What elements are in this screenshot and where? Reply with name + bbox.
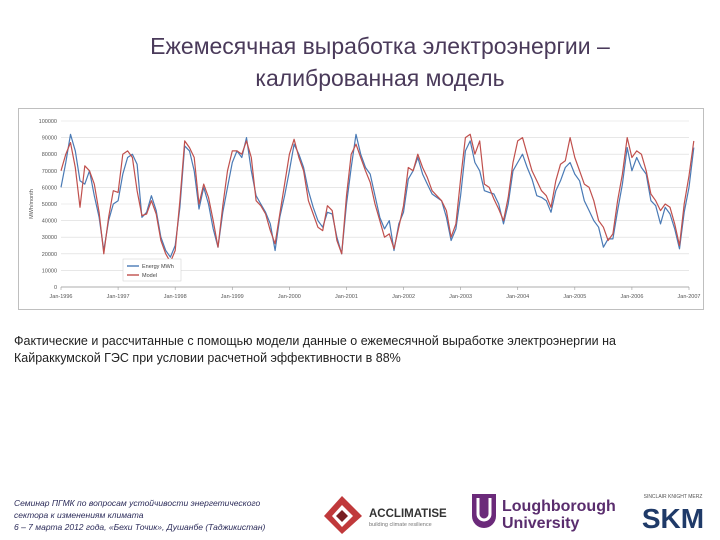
y-tick-label: 30000 — [42, 235, 57, 241]
footer-line3: 6 – 7 марта 2012 года, «Бехи Точик», Душ… — [14, 522, 266, 532]
x-tick-label: Jan-1997 — [107, 294, 130, 300]
legend-label: Model — [142, 273, 157, 279]
y-axis-label: MWh/month — [29, 189, 35, 219]
loughborough-word1: Loughborough — [502, 498, 616, 515]
slide-title: Ежемесячная выработка электроэнергии – к… — [60, 30, 700, 94]
skm-top-text: SINCLAIR KNIGHT MERZ — [644, 494, 703, 500]
x-tick-label: Jan-2003 — [449, 294, 472, 300]
slide-title-line1: Ежемесячная выработка электроэнергии – — [150, 33, 610, 59]
x-tick-label: Jan-2005 — [563, 294, 586, 300]
energy-line-chart: 0 10000 20000 30000 40000 50000 60000 70000 8000… — [29, 119, 701, 300]
y-tick-label: 90000 — [42, 136, 57, 142]
series-energy-line — [60, 133, 695, 258]
y-tick-label: 80000 — [42, 152, 57, 158]
series-model-line — [60, 133, 695, 263]
chart-panel: 0 10000 20000 30000 40000 50000 60000 70000 8000… — [18, 108, 704, 310]
x-tick-label: Jan-1998 — [164, 294, 187, 300]
footer-line1: Семинар ПГМК по вопросам устойчивости эн… — [14, 498, 261, 508]
skm-logo: SINCLAIR KNIGHT MERZ SKM — [630, 490, 716, 534]
y-tick-label: 50000 — [42, 202, 57, 208]
x-tick-label: Jan-2007 — [678, 294, 701, 300]
skm-wordmark: SKM — [642, 503, 704, 534]
acclimatise-logo: ACCLIMATISE building climate resilience — [322, 490, 462, 534]
x-tick-label: Jan-2000 — [278, 294, 301, 300]
loughborough-crest-icon — [472, 494, 496, 528]
y-tick-label: 10000 — [42, 268, 57, 274]
footer-seminar-info: Семинар ПГМК по вопросам устойчивости эн… — [14, 497, 314, 533]
y-tick-label: 40000 — [42, 219, 57, 225]
acclimatise-tagline: building climate resilience — [369, 522, 432, 528]
y-tick-label: 0 — [54, 285, 57, 291]
legend-label: Energy MWh — [142, 264, 174, 270]
x-tick-label: Jan-2006 — [620, 294, 643, 300]
y-tick-label: 100000 — [39, 119, 57, 125]
x-tick-label: Jan-2002 — [392, 294, 415, 300]
x-tick-label: Jan-1999 — [221, 294, 244, 300]
loughborough-word2: University — [502, 515, 579, 532]
y-tick-label: 70000 — [42, 169, 57, 175]
chart-caption: Фактические и рассчитанные с помощью мод… — [14, 334, 616, 365]
loughborough-logo: Loughborough University — [470, 490, 620, 534]
x-tick-label: Jan-2001 — [335, 294, 358, 300]
footer-line2: сектора к изменениям климата — [14, 510, 144, 520]
slide-title-line2: калиброванная модель — [255, 65, 505, 91]
x-tick-label: Jan-2004 — [506, 294, 529, 300]
acclimatise-wordmark: ACCLIMATISE — [369, 508, 447, 520]
x-tick-label: Jan-1996 — [50, 294, 73, 300]
y-tick-label: 60000 — [42, 185, 57, 191]
y-tick-label: 20000 — [42, 252, 57, 258]
